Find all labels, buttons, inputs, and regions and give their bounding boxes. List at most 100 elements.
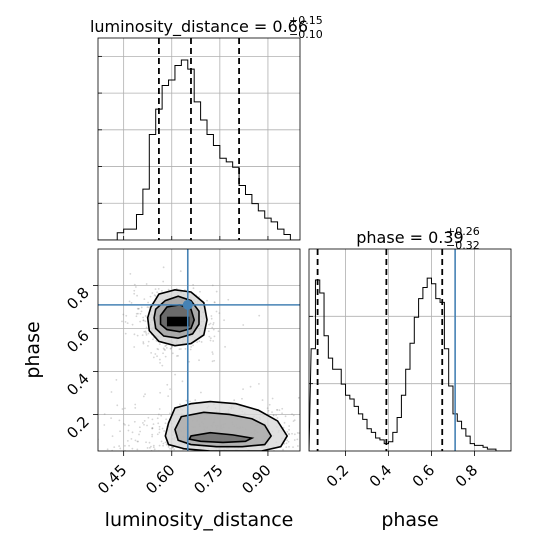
sample-point: [209, 322, 212, 325]
sample-point: [281, 407, 284, 410]
sample-point: [133, 333, 136, 336]
sample-point: [131, 323, 134, 326]
sample-point: [330, 464, 332, 466]
sample-point: [162, 352, 164, 355]
sample-point: [350, 436, 352, 438]
sample-point: [170, 452, 172, 454]
sample-point: [206, 299, 208, 302]
sample-point: [145, 326, 148, 329]
sample-point: [209, 337, 212, 340]
sample-point: [152, 356, 155, 359]
sample-point: [303, 450, 305, 452]
sample-point: [175, 355, 178, 357]
sample-point: [198, 340, 201, 343]
contour-panel: 0.45 0.60 0.75 0.90 0.20.40.60.8 0.2 0.4 0.6 0…: [63, 248, 481, 497]
contour-x-ticks: 0.45 0.60 0.75 0.90: [94, 451, 275, 497]
sample-point: [231, 467, 233, 469]
sample-point: [186, 452, 188, 454]
sample-point: [179, 455, 181, 457]
sample-point: [152, 338, 154, 341]
sample-point: [258, 314, 261, 317]
sample-point: [276, 409, 278, 411]
sample-point: [167, 395, 170, 398]
sample-point: [122, 313, 125, 316]
density-peak-block: [166, 316, 190, 327]
sample-point: [235, 463, 237, 465]
sample-point: [202, 457, 204, 459]
sample-point: [283, 442, 286, 445]
sample-point: [186, 452, 188, 454]
sample-point: [194, 452, 196, 454]
sample-point: [142, 422, 144, 424]
sample-point: [162, 347, 165, 350]
sample-point: [248, 459, 250, 461]
sample-point: [118, 445, 121, 447]
sample-point: [166, 383, 169, 386]
sample-point: [251, 464, 253, 466]
sample-point: [139, 430, 142, 433]
sample-point: [271, 411, 273, 414]
sample-point: [157, 454, 159, 456]
sample-point: [259, 457, 261, 459]
contour-frame: [97, 248, 301, 452]
sample-point: [320, 427, 322, 429]
sample-point: [136, 294, 138, 297]
sample-point: [161, 289, 163, 292]
hist-luminosity-distance-steps: [98, 59, 300, 240]
hist-phase-frame: [308, 248, 512, 452]
sample-point: [301, 424, 303, 426]
sample-point: [192, 283, 194, 286]
sample-point: [144, 320, 147, 323]
hist-luminosity-distance-frame: [97, 37, 301, 241]
sample-point: [135, 286, 137, 288]
sample-point: [151, 427, 154, 430]
sample-point: [169, 388, 171, 390]
sample-point: [272, 451, 274, 453]
sample-point: [281, 452, 283, 454]
sample-point: [156, 417, 159, 420]
sample-point: [160, 414, 163, 417]
sample-point: [212, 321, 215, 324]
sample-point: [230, 461, 232, 463]
sample-point: [165, 455, 167, 457]
sample-point: [124, 332, 127, 335]
sample-point: [161, 427, 164, 430]
sample-point: [267, 409, 270, 412]
sample-point: [293, 439, 296, 441]
sample-point: [288, 433, 291, 436]
sample-point: [211, 353, 214, 355]
sample-point: [180, 455, 182, 457]
sample-point: [220, 456, 222, 458]
sample-point: [210, 452, 212, 454]
sample-point: [156, 433, 159, 436]
sample-point: [199, 290, 201, 293]
sample-point: [278, 409, 281, 412]
sample-point: [136, 334, 139, 337]
sample-point: [142, 341, 145, 343]
sample-point: [281, 412, 283, 415]
sample-point: [169, 347, 172, 350]
sample-point: [304, 443, 306, 445]
sample-point: [296, 445, 299, 447]
sample-point: [238, 460, 240, 462]
sample-point: [151, 427, 154, 429]
sample-point: [146, 447, 149, 449]
sample-point: [288, 445, 290, 448]
sample-point: [287, 440, 290, 443]
sample-point: [151, 459, 153, 461]
sample-point: [238, 462, 240, 464]
sample-point: [128, 300, 131, 303]
x-axis-label-phase: phase: [381, 509, 438, 531]
sample-point: [156, 347, 159, 350]
sample-point: [141, 334, 144, 337]
density-fill-5: [189, 432, 252, 443]
sample-point: [210, 315, 213, 317]
sample-point: [242, 388, 244, 391]
sample-point: [328, 418, 330, 420]
sample-point: [153, 294, 156, 297]
sample-point: [165, 344, 168, 347]
sample-point: [213, 301, 216, 304]
sample-point: [147, 340, 150, 343]
sample-point: [179, 403, 181, 406]
